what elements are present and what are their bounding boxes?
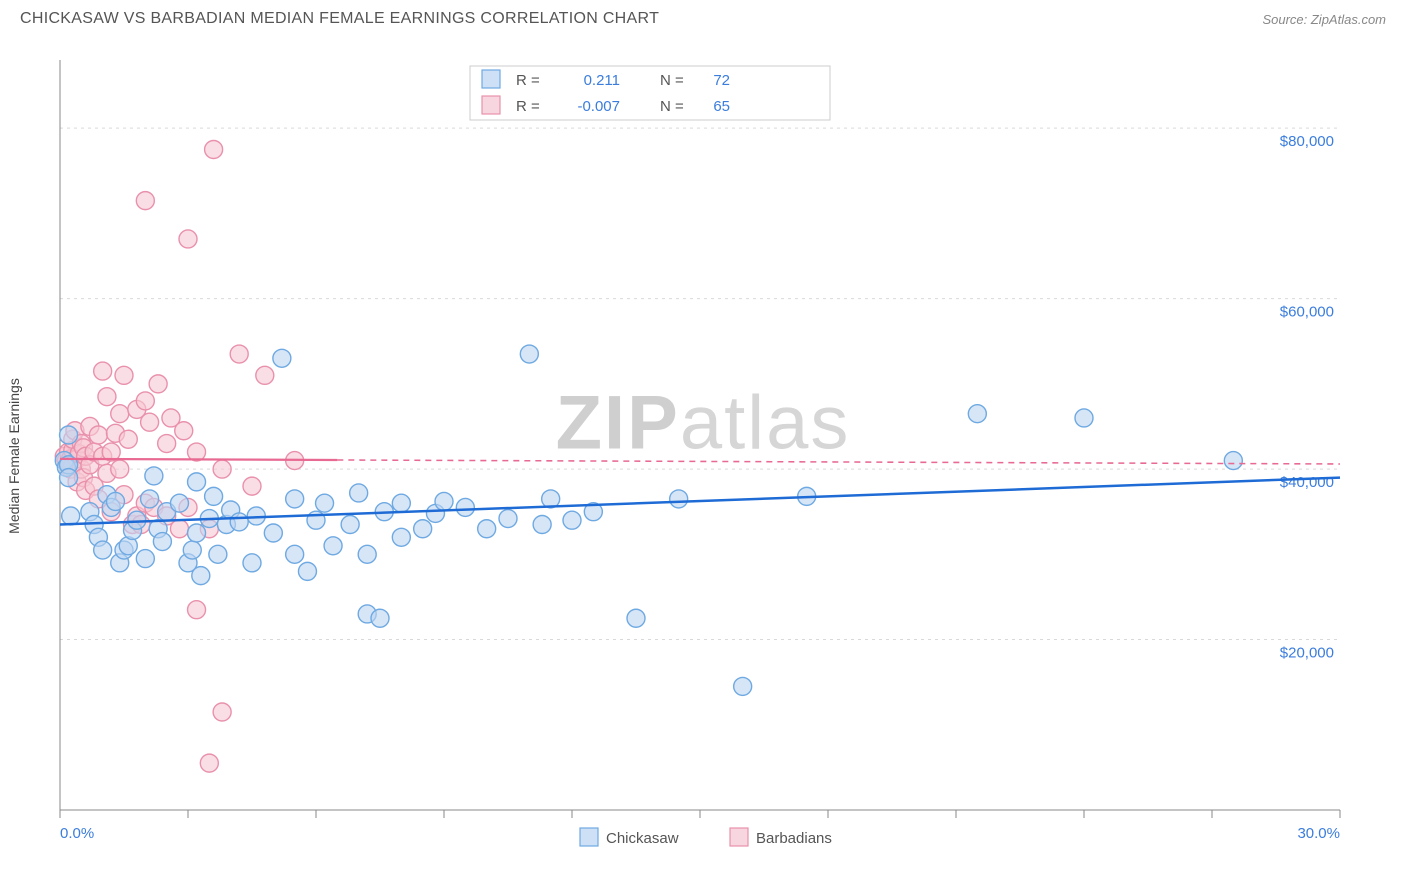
chart-title: CHICKASAW VS BARBADIAN MEDIAN FEMALE EAR… (20, 10, 659, 28)
svg-text:R =: R = (516, 98, 540, 115)
svg-text:R =: R = (516, 72, 540, 89)
svg-text:$60,000: $60,000 (1280, 304, 1334, 321)
svg-text:Barbadians: Barbadians (756, 830, 832, 847)
svg-text:$40,000: $40,000 (1280, 474, 1334, 491)
chart-area: Median Female Earnings ZIPatlas $20,000$… (20, 40, 1386, 872)
scatter-chart: $20,000 $40,000 $60,000 $80,000 0.0% 30.0% R =… (20, 40, 1360, 860)
svg-text:Chickasaw: Chickasaw (606, 830, 679, 847)
svg-text:72: 72 (713, 72, 730, 89)
svg-text:0.0%: 0.0% (60, 825, 94, 842)
svg-text:$80,000: $80,000 (1280, 133, 1334, 150)
source-label: Source: ZipAtlas.com (1262, 12, 1386, 27)
svg-text:$20,000: $20,000 (1280, 645, 1334, 662)
svg-text:0.211: 0.211 (584, 72, 620, 89)
svg-text:N =: N = (660, 98, 684, 115)
svg-text:30.0%: 30.0% (1297, 825, 1340, 842)
svg-text:N =: N = (660, 72, 684, 89)
y-axis-label: Median Female Earnings (6, 378, 22, 534)
svg-text:65: 65 (713, 98, 730, 115)
svg-text:-0.007: -0.007 (577, 98, 620, 115)
